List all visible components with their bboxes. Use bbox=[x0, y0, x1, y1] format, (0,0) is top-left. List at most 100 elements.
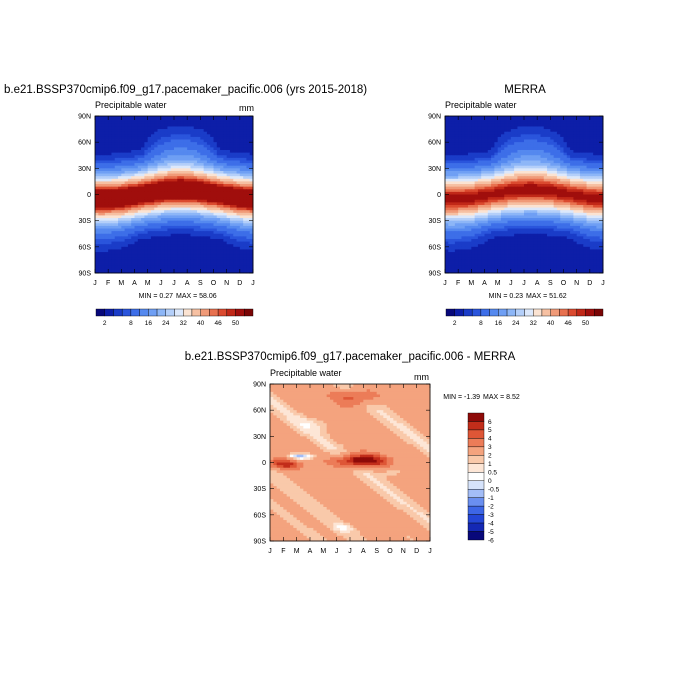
model-panel-cell bbox=[233, 186, 237, 190]
model-panel-cell bbox=[243, 152, 247, 156]
merra-panel-cell bbox=[583, 202, 587, 206]
model-panel-cell bbox=[206, 259, 211, 263]
model-panel-cell bbox=[108, 139, 112, 143]
model-panel-cell bbox=[203, 218, 208, 222]
model-panel-cell bbox=[108, 199, 112, 203]
model-panel-cell bbox=[187, 270, 191, 274]
merra-panel-cell bbox=[589, 207, 594, 211]
merra-panel-cell bbox=[583, 150, 587, 154]
merra-panel-cell bbox=[500, 121, 505, 125]
model-panel-cell bbox=[243, 238, 247, 242]
merra-panel-cell bbox=[464, 225, 469, 229]
merra-panel-cell bbox=[514, 152, 518, 156]
merra-panel-cell bbox=[547, 212, 551, 216]
merra-panel-cell bbox=[543, 204, 548, 208]
model-panel-cell bbox=[200, 184, 205, 188]
model-panel-cell bbox=[206, 118, 211, 122]
model-panel-cell bbox=[127, 241, 132, 245]
model-panel-cell bbox=[124, 197, 129, 201]
model-panel-cell bbox=[104, 165, 109, 169]
merra-panel-cell bbox=[540, 147, 545, 151]
model-panel-cell bbox=[127, 210, 132, 214]
model-panel-cell bbox=[177, 189, 181, 193]
model-panel-cell bbox=[170, 225, 175, 229]
model-panel-cell bbox=[213, 241, 218, 245]
merra-panel-cell bbox=[497, 155, 502, 159]
model-panel-cell bbox=[114, 170, 119, 174]
merra-panel-cell bbox=[540, 207, 545, 211]
merra-panel-cell bbox=[474, 212, 479, 216]
merra-panel-cell bbox=[596, 176, 601, 180]
merra-panel-cell bbox=[487, 121, 492, 125]
model-panel-cell bbox=[193, 241, 198, 245]
model-panel-cell bbox=[141, 210, 145, 214]
model-panel-cell bbox=[131, 265, 135, 269]
model-panel-cell bbox=[157, 194, 162, 198]
merra-panel-cell bbox=[527, 136, 531, 140]
model-panel-cell bbox=[104, 215, 109, 219]
model-panel-cell bbox=[98, 202, 102, 206]
merra-panel-cell bbox=[583, 134, 587, 138]
merra-panel-cell bbox=[510, 220, 515, 224]
model-panel-cell bbox=[223, 257, 228, 261]
merra-panel-cell bbox=[494, 150, 499, 154]
merra-panel-cell bbox=[570, 204, 574, 208]
model-panel-cell bbox=[220, 220, 224, 224]
model-panel-cell bbox=[220, 210, 224, 214]
merra-panel-cell bbox=[566, 136, 571, 140]
merra-panel-cell bbox=[500, 123, 505, 127]
model-panel-cell bbox=[249, 254, 254, 258]
model-panel-cell bbox=[111, 129, 116, 133]
merra-panel-cell bbox=[556, 160, 561, 164]
model-panel-cell bbox=[193, 212, 198, 216]
merra-panel-cell bbox=[477, 136, 482, 140]
model-panel-cell bbox=[226, 262, 231, 266]
merra-panel-cell bbox=[537, 223, 541, 227]
merra-panel-cell bbox=[527, 118, 531, 122]
model-panel-cell bbox=[223, 218, 228, 222]
model-panel-cell bbox=[226, 186, 231, 190]
model-panel-cell bbox=[223, 207, 228, 211]
merra-panel-cell bbox=[471, 139, 476, 143]
model-panel-cell bbox=[114, 155, 119, 159]
model-panel-cell bbox=[118, 155, 122, 159]
merra-panel-cell bbox=[537, 165, 541, 169]
merra-panel-cell bbox=[454, 207, 459, 211]
merra-panel-cell bbox=[517, 160, 522, 164]
model-panel-cell bbox=[183, 155, 188, 159]
model-panel-cell bbox=[243, 116, 247, 120]
merra-panel-cell bbox=[547, 165, 551, 169]
model-panel-cell bbox=[164, 170, 168, 174]
model-panel-cell bbox=[249, 218, 254, 222]
merra-panel-cell bbox=[454, 131, 459, 135]
merra-panel-cell bbox=[504, 131, 508, 135]
model-panel-cell bbox=[137, 204, 142, 208]
merra-panel-cell bbox=[448, 150, 452, 154]
model-panel-cell bbox=[210, 236, 214, 240]
merra-panel-cell bbox=[560, 223, 564, 227]
merra-panel-cell bbox=[570, 202, 574, 206]
model-panel-cell bbox=[170, 267, 175, 271]
model-panel-cell bbox=[141, 236, 145, 240]
model-panel-cell bbox=[95, 199, 99, 203]
model-panel-cell bbox=[101, 184, 106, 188]
merra-panel-cell bbox=[468, 147, 472, 151]
model-panel-cell bbox=[206, 244, 211, 248]
merra-panel-cell bbox=[550, 147, 555, 151]
merra-panel-cell bbox=[547, 173, 551, 177]
model-panel-cell bbox=[187, 202, 191, 206]
merra-panel-cell bbox=[553, 189, 558, 193]
model-panel-cell bbox=[239, 220, 244, 224]
model-panel-cell bbox=[193, 267, 198, 271]
merra-panel-cell bbox=[576, 218, 581, 222]
model-panel-cell bbox=[206, 197, 211, 201]
merra-panel-cell bbox=[458, 225, 462, 229]
model-panel-cell bbox=[197, 223, 201, 227]
merra-panel-cell bbox=[477, 150, 482, 154]
merra-panel-cell bbox=[520, 155, 525, 159]
merra-panel-cell bbox=[451, 134, 456, 138]
merra-panel-cell bbox=[550, 170, 555, 174]
model-panel-cell bbox=[197, 254, 201, 258]
model-panel-cell bbox=[114, 142, 119, 146]
model-panel-cell bbox=[124, 238, 129, 242]
